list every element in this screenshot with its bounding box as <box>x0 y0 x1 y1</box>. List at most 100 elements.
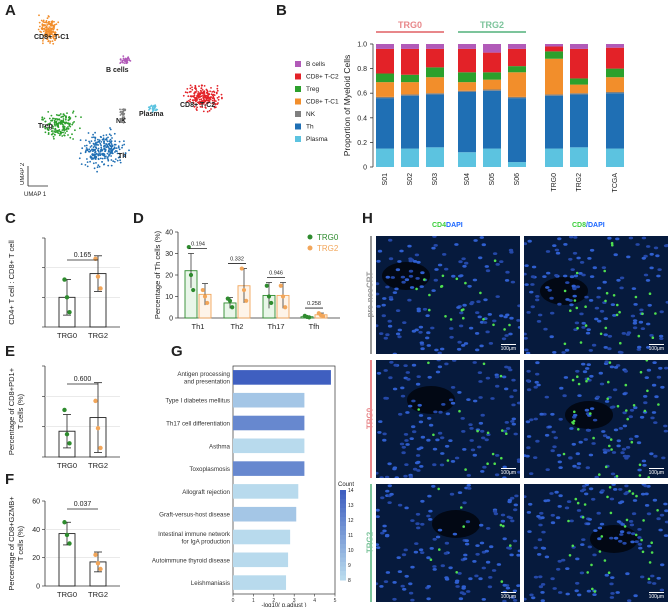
positive-cell <box>493 259 497 262</box>
nucleus <box>538 313 543 317</box>
nucleus <box>442 253 447 256</box>
nucleus <box>479 344 484 348</box>
nucleus <box>538 585 544 589</box>
b-legend-label: Treg <box>306 86 320 93</box>
nucleus <box>600 489 605 492</box>
nucleus <box>629 408 635 412</box>
d-data-point <box>186 244 191 250</box>
nucleus <box>397 503 403 507</box>
micrograph-trg0-cd4: 100μm <box>376 360 520 478</box>
nucleus <box>402 321 407 324</box>
b-bar-segment <box>426 44 444 49</box>
umap-point <box>57 21 60 24</box>
nucleus <box>624 484 629 488</box>
nucleus <box>643 254 648 258</box>
umap-point <box>41 116 44 119</box>
nucleus <box>582 370 588 374</box>
nucleus <box>449 335 454 339</box>
nucleus <box>581 538 586 541</box>
nucleus <box>462 448 467 451</box>
umap-point <box>102 137 105 140</box>
umap-point <box>43 24 45 26</box>
nucleus <box>387 324 393 328</box>
nucleus <box>376 508 380 512</box>
umap-point <box>99 157 102 160</box>
nucleus <box>664 366 668 370</box>
nucleus <box>420 522 425 526</box>
nucleus <box>477 315 482 319</box>
b-legend-label: NK <box>306 111 316 118</box>
nucleus <box>604 360 609 364</box>
nucleus <box>379 476 384 478</box>
g-legend-gradient-step <box>340 512 346 518</box>
d-ytick-label: 20 <box>165 273 173 280</box>
nucleus <box>625 333 631 336</box>
b-xtick-label: S02 <box>407 173 414 186</box>
umap-point <box>62 120 65 123</box>
umap-point <box>101 152 104 155</box>
nucleus <box>538 575 543 579</box>
nucleus <box>488 342 494 345</box>
umap-point <box>50 133 53 136</box>
nucleus <box>481 598 486 601</box>
nucleus <box>388 376 393 380</box>
h-row-label-trg0: TRG0 <box>365 407 375 430</box>
nucleus <box>557 237 562 241</box>
nucleus <box>575 285 581 289</box>
nucleus <box>416 447 421 451</box>
umap-point <box>39 30 41 33</box>
umap-point <box>99 150 102 153</box>
umap-point <box>119 156 121 159</box>
nucleus <box>588 453 594 457</box>
umap-point <box>108 133 111 136</box>
positive-cell <box>505 432 508 435</box>
positive-cell <box>460 506 463 509</box>
nucleus <box>435 438 440 442</box>
nucleus <box>579 489 585 493</box>
umap-point <box>88 148 91 151</box>
nucleus <box>376 515 380 518</box>
nucleus <box>585 466 590 470</box>
nucleus <box>636 441 642 445</box>
nucleus <box>576 509 582 512</box>
positive-cell <box>643 409 647 413</box>
umap-point <box>212 90 215 93</box>
nucleus <box>434 348 439 352</box>
umap-point <box>92 146 95 149</box>
positive-cell <box>625 518 629 522</box>
d-ytick-label: 0 <box>169 316 173 323</box>
nucleus <box>618 488 623 491</box>
positive-cell <box>598 550 602 553</box>
positive-cell <box>610 448 613 451</box>
b-ytick-label: 0.6 <box>357 91 367 98</box>
umap-point <box>94 139 96 142</box>
nucleus <box>569 427 574 430</box>
nucleus <box>472 453 477 457</box>
umap-point <box>55 114 58 116</box>
nucleus <box>587 518 592 521</box>
b-bar-segment <box>606 47 624 69</box>
umap-point <box>116 152 119 155</box>
nucleus <box>481 436 486 440</box>
g-legend-gradient-step <box>340 553 346 558</box>
nucleus <box>609 582 614 586</box>
d-pvalue-label: 0.946 <box>269 271 283 277</box>
umap-point <box>107 159 110 162</box>
nucleus <box>587 257 592 260</box>
umap-point <box>104 149 107 152</box>
nucleus <box>473 399 478 403</box>
g-bar <box>233 506 297 522</box>
nucleus <box>482 465 487 469</box>
umap-point <box>58 36 60 39</box>
umap-point <box>200 95 203 98</box>
nucleus <box>602 434 608 438</box>
umap-point <box>108 154 110 157</box>
g-bar <box>233 575 287 590</box>
umap-point <box>109 127 111 129</box>
umap-point <box>95 143 98 146</box>
nucleus <box>504 365 509 369</box>
nucleus <box>516 584 520 587</box>
positive-cell <box>571 378 575 382</box>
nucleus <box>585 428 591 432</box>
nucleus <box>642 463 647 467</box>
